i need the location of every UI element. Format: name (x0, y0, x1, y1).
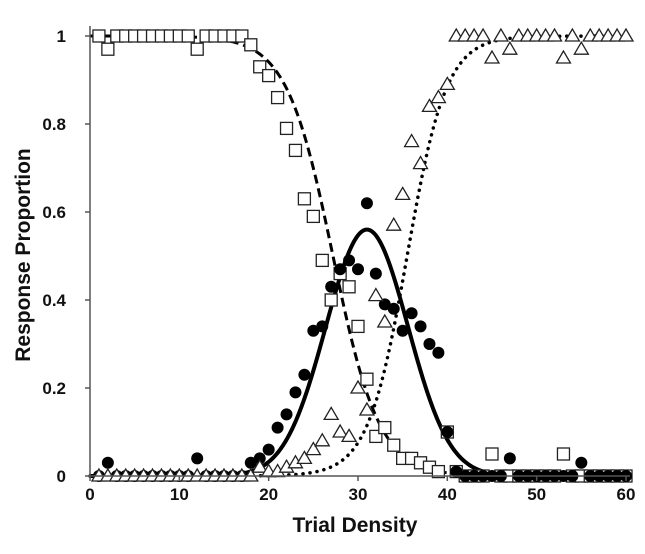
triangle-point (305, 441, 322, 456)
square-point (288, 143, 303, 158)
circle-point (450, 465, 463, 478)
circle-point (369, 267, 382, 280)
triangle-point (358, 401, 376, 416)
triangle-point (546, 27, 563, 42)
y-tick-label: 0.6 (42, 203, 66, 222)
square-point (244, 38, 258, 52)
x-tick-label: 10 (170, 485, 189, 504)
dashed-fit-curve (90, 34, 626, 478)
circle-point (280, 408, 293, 421)
circle-point (378, 298, 391, 311)
square-point (306, 209, 320, 224)
triangle-point (403, 133, 420, 148)
data-markers (90, 27, 635, 483)
square-point (262, 68, 276, 83)
y-tick-label: 0.2 (42, 379, 66, 398)
triangle-point (367, 287, 384, 302)
square-point (360, 372, 374, 386)
circle-point (575, 456, 588, 469)
circle-point (334, 263, 347, 276)
triangle-point (394, 186, 411, 201)
square-point (387, 438, 401, 452)
circle-point (441, 426, 454, 438)
square-point (556, 447, 571, 461)
circle-point (253, 452, 266, 465)
triangle-point (492, 27, 510, 42)
square-point (279, 121, 294, 136)
circle-point (244, 456, 257, 469)
circle-point (262, 443, 275, 456)
circle-point (423, 338, 436, 350)
square-point (297, 192, 312, 206)
triangle-point (376, 313, 393, 328)
circle-point (387, 302, 400, 315)
triangle-point (564, 27, 581, 42)
circle-point (360, 197, 373, 210)
triangle-point (296, 450, 313, 465)
triangle-point (501, 40, 518, 55)
circle-point (289, 386, 302, 399)
circle-point (101, 456, 114, 469)
circle-point (432, 346, 445, 359)
square-point (351, 319, 365, 334)
y-tick-label: 0.4 (42, 291, 66, 310)
circle-point (271, 421, 284, 434)
x-tick-label: 30 (349, 485, 368, 504)
square-point (378, 420, 392, 435)
triangle-point (412, 155, 429, 170)
triangle-point (332, 423, 349, 438)
triangle-point (340, 428, 358, 443)
triangle-point (483, 49, 501, 64)
y-tick-label: 0.8 (42, 115, 66, 134)
x-axis-title: Trial Density (293, 514, 418, 537)
x-tick-label: 60 (617, 485, 636, 504)
circle-point (352, 263, 364, 276)
triangle-point (242, 467, 259, 482)
square-point (92, 29, 106, 43)
circle-point (316, 320, 329, 333)
x-tick-label: 50 (527, 485, 546, 504)
x-tick-label: 40 (438, 485, 457, 504)
x-tick-label: 0 (85, 485, 94, 504)
triangle-point (251, 458, 268, 473)
square-point (315, 253, 329, 268)
circle-point (343, 254, 356, 267)
triangle-point (430, 89, 447, 104)
circle-point (396, 324, 409, 337)
triangle-point (349, 379, 367, 394)
square-point (270, 90, 285, 105)
triangle-point (323, 406, 340, 421)
triangle-point (314, 432, 331, 447)
y-axis-title: Response Proportion (12, 148, 35, 362)
square-point (342, 280, 356, 294)
circle-point (405, 307, 418, 320)
triangle-point (385, 216, 402, 231)
square-point (431, 464, 446, 479)
circle-point (298, 368, 311, 381)
circle-point (325, 280, 338, 293)
triangle-point (421, 98, 438, 113)
y-tick-label: 1 (57, 27, 66, 46)
triangle-point (555, 49, 572, 64)
axes: 0 10 20 30 40 50 60 0 0.2 0.4 0.6 0.8 1 (42, 26, 635, 504)
square-point (181, 29, 195, 43)
triangle-point (573, 40, 590, 55)
triangle-point (617, 27, 635, 42)
square-point (324, 293, 338, 307)
circle-point (307, 324, 320, 337)
circle-point (191, 452, 204, 465)
square-point (485, 447, 499, 461)
triangle-point (474, 27, 492, 42)
fitted-curves (88, 34, 628, 478)
y-tick-label: 0 (57, 467, 66, 486)
square-point (190, 42, 204, 56)
x-tick-label: 20 (259, 485, 278, 504)
triangle-point (439, 76, 456, 91)
square-point (101, 42, 115, 56)
dotted-fit-curve (88, 34, 628, 478)
circle-point (414, 320, 427, 333)
circle-point (503, 452, 516, 465)
